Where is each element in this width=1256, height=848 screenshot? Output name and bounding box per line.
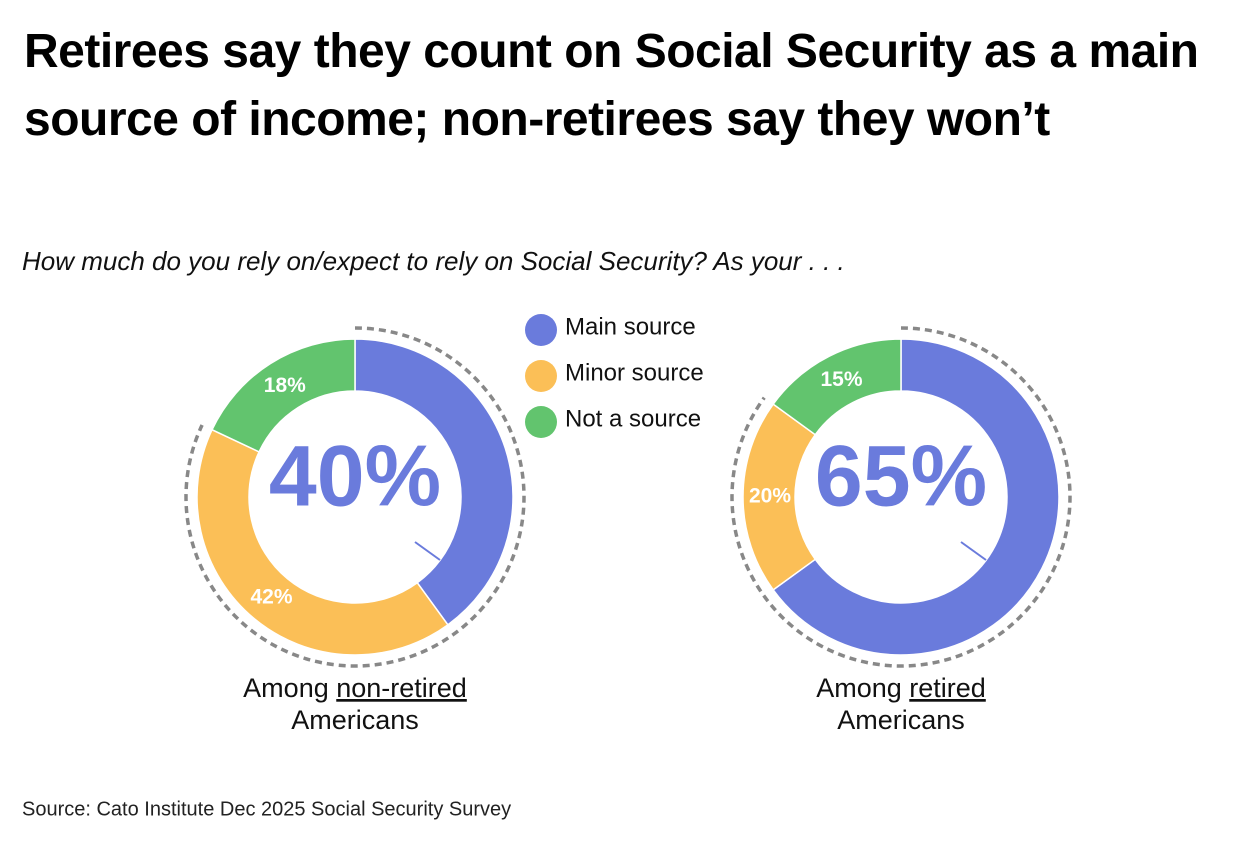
pointer bbox=[414, 541, 441, 561]
legend-label: Minor source bbox=[565, 359, 704, 386]
donut-segment bbox=[196, 428, 449, 656]
caption-emphasis: non-retired bbox=[336, 673, 467, 703]
legend-label: Main source bbox=[565, 313, 696, 340]
pointer bbox=[960, 541, 987, 561]
center-label: 40% bbox=[269, 429, 441, 525]
caption-before: Among bbox=[243, 673, 329, 703]
caption-after: Americans bbox=[837, 705, 965, 735]
donut-segment bbox=[772, 338, 1060, 656]
donut-segment bbox=[772, 338, 902, 436]
caption-before: Among bbox=[816, 673, 902, 703]
source: Source: Cato Institute Dec 2025 Social S… bbox=[22, 798, 511, 820]
legend-swatch bbox=[525, 314, 557, 346]
segment-label: 20% bbox=[749, 485, 791, 508]
caption-emphasis: retired bbox=[909, 673, 986, 703]
legend-swatch bbox=[525, 360, 557, 392]
legend-label: Not a source bbox=[565, 405, 701, 432]
subtitle: How much do you rely on/expect to rely o… bbox=[22, 246, 845, 276]
caption: Among retired bbox=[816, 673, 986, 703]
segment-label: 42% bbox=[250, 585, 292, 608]
center-label: 65% bbox=[815, 429, 987, 525]
title: Retirees say they count on Social Securi… bbox=[24, 25, 1199, 146]
segment-label: 15% bbox=[821, 368, 863, 391]
legend-swatch bbox=[525, 406, 557, 438]
donut-segment bbox=[354, 338, 514, 626]
caption-after: Americans bbox=[291, 705, 419, 735]
caption: Among non-retired bbox=[243, 673, 467, 703]
donut-segment bbox=[211, 338, 356, 453]
outline-arc bbox=[184, 326, 526, 668]
outline-arc bbox=[730, 326, 1072, 668]
segment-label: 18% bbox=[264, 374, 306, 397]
